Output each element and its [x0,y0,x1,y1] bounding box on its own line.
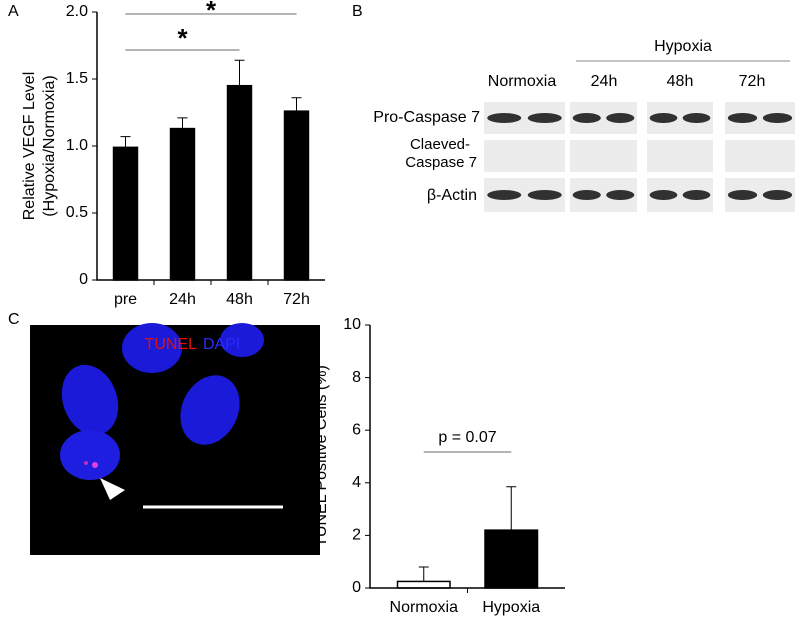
error-bar [120,136,131,148]
y-tick-label: 0 [352,579,361,596]
stain-label: DAPI [203,336,240,353]
error-bar [234,59,245,86]
error-bar [418,566,429,582]
significance-label: p = 0.07 [438,429,496,446]
x-tick-label: Normoxia [390,599,459,616]
nucleus [61,364,119,436]
blot-band [649,190,678,200]
bar [226,84,253,281]
micrograph-panel: C TUNEL DAPI [8,311,320,555]
significance-label: * [206,0,217,25]
error-bar [506,486,517,531]
x-tick-label: 48h [226,291,253,308]
blot-band [762,113,793,123]
y-axis-label: Relative VEGF Level [21,72,38,221]
nucleus [180,375,240,445]
y-axis-label: (Hypoxia/Normoxia) [41,75,58,216]
blot-band [572,190,601,200]
blot-band [487,190,522,200]
row-label: Claeved- [410,136,470,153]
blot-panel: B Hypoxia Normoxia 24h 48h 72h Pro-Caspa… [352,3,795,212]
nucleus [122,323,182,373]
tunel-signal [92,462,98,468]
lane-label: 72h [739,73,766,90]
error-bar [291,97,302,112]
blot-band [527,190,562,200]
group-label: Hypoxia [654,38,712,55]
blot-band [606,113,635,123]
blot-band [727,190,758,200]
axis [369,325,565,589]
blot-band [762,190,793,200]
y-tick-label: 6 [352,421,361,438]
axis [96,12,325,281]
blot-strip [647,140,713,172]
y-tick-label: 2.0 [66,3,88,20]
panel-label: A [8,3,19,20]
arrowhead [100,478,125,500]
blot-band [727,113,758,123]
significance-label: * [177,23,188,53]
lane-label: Normoxia [488,73,557,90]
blot-band [487,113,522,123]
blot-band [682,190,711,200]
bar [484,529,539,589]
x-tick-label: 24h [169,291,196,308]
y-tick-label: 1.5 [66,70,88,87]
blot-strip [570,140,637,172]
blot-band [527,113,562,123]
bar [283,110,310,281]
y-tick-label: 2 [352,527,361,544]
tunel-signal [84,461,88,465]
y-tick-label: 0 [79,271,88,288]
blot-strip [484,140,565,172]
blot-strip [725,140,795,172]
row-label: Caspase 7 [405,154,477,171]
lane-label: 48h [667,73,694,90]
panel-label: B [352,3,363,20]
row-label: Pro-Caspase 7 [373,109,480,126]
row-label: β-Actin [427,187,477,204]
x-tick-label: 72h [283,291,310,308]
y-tick-label: 4 [352,474,361,491]
bar [396,580,451,589]
error-bar [177,117,188,129]
x-tick-label: pre [114,291,137,308]
panel-label: C [8,311,20,328]
bar [112,146,139,281]
blot-band [649,113,678,123]
y-tick-label: 0.5 [66,204,88,221]
blot-band [682,113,711,123]
blot-band [572,113,601,123]
y-tick-label: 10 [343,316,361,333]
nucleus [220,323,264,357]
stain-label: TUNEL [145,336,198,353]
y-axis-label: TUNEL Positive Cells (%) [313,365,330,547]
lane-label: 24h [591,73,618,90]
blot-image [484,102,795,212]
bar [169,127,196,281]
y-tick-label: 8 [352,369,361,386]
blot-band [606,190,635,200]
nucleus [60,430,120,480]
y-tick-label: 1.0 [66,137,88,154]
x-tick-label: Hypoxia [482,599,540,616]
